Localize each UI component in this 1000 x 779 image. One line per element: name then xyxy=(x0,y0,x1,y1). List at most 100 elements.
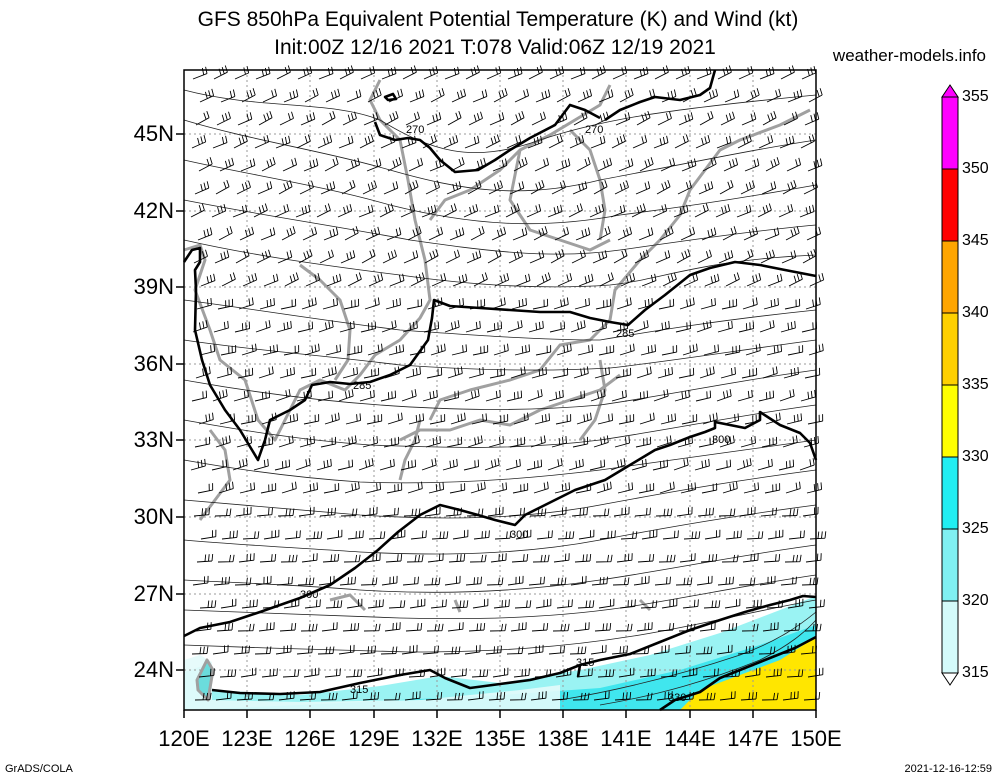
wind-barb xyxy=(428,482,445,494)
wind-barb xyxy=(484,458,500,471)
wind-barb xyxy=(491,226,507,241)
wind-barb xyxy=(422,645,439,655)
wind-barb xyxy=(799,204,815,218)
colorbar-swatch xyxy=(941,456,959,530)
wind-barb xyxy=(339,576,356,586)
wind-barb xyxy=(694,458,710,471)
wind-barb xyxy=(617,226,633,241)
wind-barb xyxy=(241,599,258,609)
wind-barb xyxy=(486,321,503,333)
wind-barb xyxy=(342,622,360,632)
wind-barb xyxy=(470,481,486,494)
wind-barb xyxy=(382,249,397,264)
wind-barb xyxy=(785,481,801,494)
wind-barb xyxy=(759,575,776,586)
wind-barb xyxy=(444,320,460,333)
wind-barb xyxy=(463,203,479,218)
wind-barb xyxy=(760,249,775,264)
wind-barb xyxy=(612,321,629,333)
wind-barb xyxy=(341,435,357,448)
wind-barb xyxy=(340,250,356,264)
wind-barb xyxy=(632,134,648,149)
wind-barb xyxy=(703,600,721,609)
wind-barb xyxy=(365,226,381,241)
wind-barb xyxy=(722,226,737,241)
wind-barb xyxy=(489,112,505,126)
contour-label: 315 xyxy=(350,684,368,696)
wind-barb xyxy=(237,623,255,632)
wind-barb xyxy=(451,88,467,103)
lon-label: 123E xyxy=(221,726,273,751)
wind-barb xyxy=(766,600,784,609)
wind-barb xyxy=(198,668,215,678)
wind-barb xyxy=(258,622,275,632)
wind-barb xyxy=(262,88,278,103)
wind-barb xyxy=(722,481,738,494)
wind-barb xyxy=(652,459,669,471)
contour-label: 270 xyxy=(585,124,603,136)
wind-barb xyxy=(725,272,740,287)
wind-barb xyxy=(405,622,423,632)
wind-barb xyxy=(426,112,442,126)
wind-barb xyxy=(381,320,397,333)
contour-label: 315 xyxy=(576,657,594,669)
wind-barb xyxy=(659,226,674,241)
wind-barb xyxy=(513,668,530,678)
wind-barb xyxy=(743,226,759,241)
wind-barb xyxy=(303,158,319,172)
wind-barb xyxy=(443,646,461,655)
wind-barb xyxy=(322,298,338,310)
wind-barb xyxy=(261,412,277,425)
wind-barb xyxy=(401,644,418,655)
wind-barb xyxy=(695,134,711,149)
wind-barb xyxy=(803,436,819,448)
wind-barb xyxy=(425,691,443,701)
wind-barb xyxy=(720,367,736,379)
wind-barb xyxy=(489,367,506,379)
wind-barb xyxy=(571,507,588,517)
wind-barb xyxy=(529,250,545,264)
wind-barb xyxy=(718,250,734,264)
wind-barb xyxy=(511,298,527,310)
wind-barb xyxy=(780,320,796,333)
wind-barb xyxy=(698,181,714,195)
wind-barb xyxy=(410,530,427,540)
wind-barb xyxy=(530,691,547,701)
wind-barb xyxy=(219,413,236,425)
wind-barb xyxy=(683,531,701,540)
wind-barb xyxy=(578,273,594,287)
wind-barb xyxy=(591,320,607,333)
wind-barb xyxy=(552,112,568,126)
wind-barb xyxy=(572,692,590,701)
wind-barb xyxy=(763,553,781,563)
wind-barb xyxy=(593,435,609,448)
wind-barb xyxy=(724,598,741,609)
wind-barb xyxy=(346,598,363,609)
wind-barb xyxy=(786,157,802,172)
wind-barb xyxy=(402,576,419,586)
wind-barb xyxy=(347,530,364,540)
wind-barb xyxy=(719,179,734,195)
wind-barb xyxy=(261,668,278,678)
wind-barb xyxy=(615,367,632,379)
wind-barb xyxy=(404,179,419,195)
wind-barb xyxy=(788,272,803,287)
wind-barb xyxy=(697,507,714,517)
wind-barb xyxy=(215,179,230,195)
wind-barb xyxy=(634,507,651,517)
wind-barb xyxy=(424,248,439,264)
wind-barb xyxy=(490,297,506,310)
wind-barb xyxy=(284,272,299,287)
wind-barb xyxy=(599,530,616,540)
wind-barb xyxy=(508,507,525,517)
wind-barb xyxy=(762,366,778,379)
wind-barb xyxy=(282,157,298,172)
wind-barb xyxy=(527,135,543,149)
wind-barb xyxy=(466,508,484,517)
wind-barb xyxy=(677,180,692,195)
wind-barb xyxy=(509,181,525,195)
wind-barb xyxy=(779,135,795,149)
wind-barb xyxy=(305,531,323,540)
wind-barb xyxy=(639,668,656,678)
wind-barb xyxy=(406,298,423,310)
